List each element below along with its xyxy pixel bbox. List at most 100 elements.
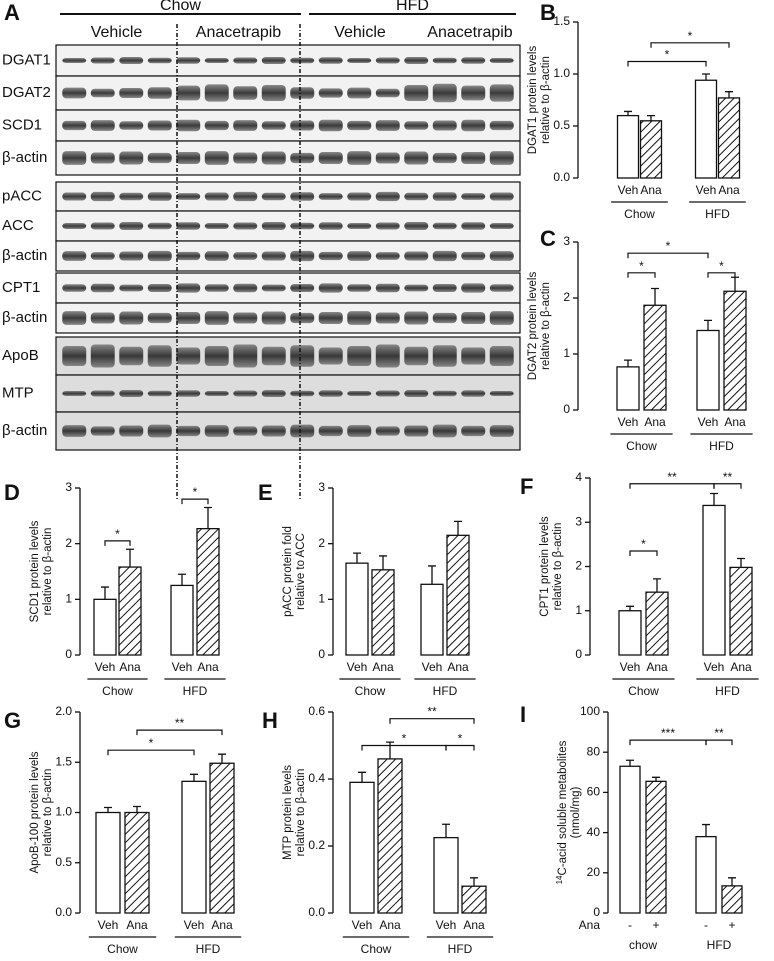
blot-band bbox=[290, 390, 315, 397]
y-axis-label-text: C-acid soluble metabolites bbox=[557, 740, 569, 875]
blot-band bbox=[90, 88, 115, 98]
blot-band bbox=[489, 346, 514, 366]
error-bar bbox=[358, 771, 366, 783]
significance-label: *** bbox=[661, 726, 675, 740]
bar bbox=[619, 765, 641, 914]
y-axis-label: CPT1 protein levels bbox=[539, 516, 551, 617]
x-tick-label: Veh bbox=[98, 918, 119, 932]
bar bbox=[196, 527, 220, 656]
x-tick-label: - bbox=[628, 918, 632, 932]
blot-band bbox=[461, 57, 486, 64]
blot-band bbox=[347, 223, 372, 229]
group-label: Chow bbox=[624, 207, 655, 221]
blot-band bbox=[233, 86, 258, 100]
x-tick-label: Ana bbox=[126, 918, 148, 932]
bar bbox=[695, 835, 717, 914]
y-tick-label: 1.5 bbox=[553, 14, 570, 28]
blot-band bbox=[261, 390, 286, 397]
significance-bracket bbox=[181, 498, 209, 505]
error-bar bbox=[353, 552, 361, 564]
y-tick-label: 100 bbox=[580, 704, 600, 718]
blot-band bbox=[204, 284, 229, 292]
blot-band bbox=[261, 251, 286, 261]
blot-band bbox=[489, 192, 514, 201]
x-tick-label: Veh bbox=[422, 660, 443, 674]
blot-band bbox=[461, 222, 486, 230]
x-tick-label: Veh bbox=[95, 660, 116, 674]
blot-band bbox=[432, 83, 457, 103]
treatment-label: Anacetrapib bbox=[427, 24, 512, 41]
bar-chart: E 0 1 2 3 pACC protein fold relative to ACC Veh… bbox=[258, 480, 476, 698]
bar bbox=[181, 780, 207, 914]
blot-band bbox=[119, 425, 144, 437]
blot-band bbox=[347, 390, 372, 397]
blot-band bbox=[233, 222, 258, 230]
blot-band bbox=[432, 345, 457, 367]
significance-bracket bbox=[705, 739, 733, 746]
blot-band bbox=[489, 284, 514, 292]
y-axis-label-text: relative to β-actin bbox=[42, 528, 54, 616]
blot-band bbox=[62, 87, 87, 99]
blot-band bbox=[318, 312, 343, 324]
error-bar bbox=[379, 555, 387, 570]
blot-band bbox=[176, 193, 201, 200]
blot-band bbox=[119, 57, 144, 64]
x-tick-label: - bbox=[704, 918, 708, 932]
error-bar bbox=[104, 806, 112, 813]
error-bar bbox=[386, 741, 394, 759]
blot-band bbox=[62, 223, 87, 229]
blot-band bbox=[90, 283, 115, 293]
blot-band bbox=[347, 284, 372, 292]
blot-band bbox=[432, 424, 457, 438]
y-tick-label: 0.2 bbox=[308, 838, 325, 852]
blot-band bbox=[404, 311, 429, 325]
y-tick-label: 0.0 bbox=[308, 905, 325, 919]
significance-label: * bbox=[666, 239, 671, 253]
panel-label: E bbox=[258, 480, 273, 505]
y-axis-label-text: DGAT1 protein levels bbox=[527, 46, 539, 155]
blot-band bbox=[489, 57, 514, 64]
blot-band bbox=[318, 283, 343, 293]
error-bar bbox=[218, 753, 226, 764]
x-tick-label: + bbox=[728, 918, 735, 932]
blot-band bbox=[375, 283, 400, 293]
blot-band bbox=[62, 120, 87, 131]
y-axis-label-text: MTP protein levels bbox=[282, 765, 294, 860]
error-bar bbox=[178, 573, 186, 586]
blot-band bbox=[147, 152, 172, 164]
x-tick-label: Ana bbox=[730, 660, 752, 674]
blot-band bbox=[147, 345, 172, 367]
y-tick-label: 0.5 bbox=[55, 855, 72, 869]
blot-band bbox=[233, 312, 258, 324]
blot-band bbox=[204, 223, 229, 229]
blot-band bbox=[347, 151, 372, 165]
error-bar bbox=[428, 565, 436, 585]
y-tick-label: 1 bbox=[65, 592, 72, 606]
blot-band bbox=[204, 84, 229, 102]
y-tick-label: 0 bbox=[65, 647, 72, 661]
protein-label: DGAT1 bbox=[2, 51, 51, 68]
blot-band bbox=[147, 192, 172, 201]
bar-chart: D 0 1 2 3 SCD1 protein levels relative to β-ac… bbox=[4, 480, 226, 698]
y-axis-label-text: relative to β-actin bbox=[540, 56, 552, 144]
error-bar bbox=[728, 877, 736, 886]
blot-band bbox=[461, 390, 486, 397]
blot-band bbox=[432, 250, 457, 262]
panel-label: C bbox=[540, 226, 556, 251]
y-axis-label: relative to β-actin bbox=[540, 282, 552, 370]
blot-band bbox=[404, 221, 429, 231]
protein-label: ApoB bbox=[2, 347, 39, 364]
x-tick-label: Veh bbox=[436, 918, 457, 932]
bar bbox=[420, 583, 444, 656]
y-tick-label: 1 bbox=[318, 592, 325, 606]
blot-band bbox=[204, 151, 229, 165]
blot-band bbox=[176, 312, 201, 324]
blot-band bbox=[119, 346, 144, 366]
error-bar bbox=[133, 805, 141, 813]
blot-band bbox=[461, 312, 486, 324]
blot-band bbox=[62, 192, 87, 201]
group-label: Chow bbox=[626, 439, 657, 453]
significance-bracket bbox=[627, 272, 656, 278]
bar bbox=[461, 885, 487, 914]
blot-band bbox=[489, 120, 514, 131]
